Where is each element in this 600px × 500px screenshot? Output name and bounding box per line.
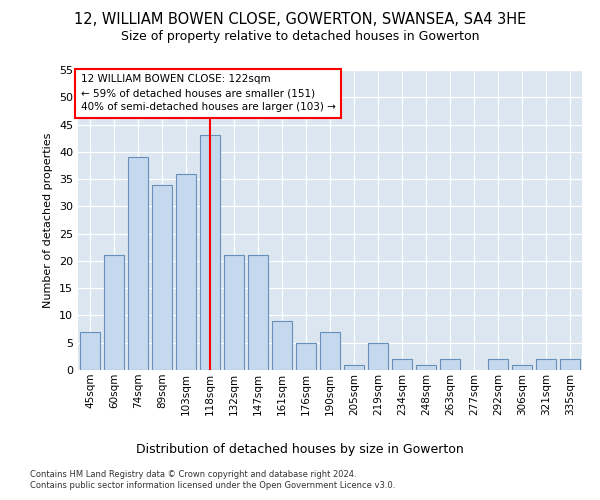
Bar (512, 364, 532, 370)
Text: 12, WILLIAM BOWEN CLOSE, GOWERTON, SWANSEA, SA4 3HE: 12, WILLIAM BOWEN CLOSE, GOWERTON, SWANS… (74, 12, 526, 28)
Bar (224, 256, 244, 370)
Bar (104, 256, 124, 370)
Bar (440, 359, 460, 370)
Bar (80, 332, 100, 370)
Bar (176, 174, 196, 370)
Y-axis label: Number of detached properties: Number of detached properties (43, 132, 53, 308)
Bar (152, 184, 172, 370)
Text: Contains public sector information licensed under the Open Government Licence v3: Contains public sector information licen… (30, 482, 395, 490)
Bar (560, 359, 580, 370)
Bar (248, 256, 268, 370)
Bar (344, 364, 364, 370)
Bar (296, 342, 316, 370)
Bar (200, 136, 220, 370)
Text: Size of property relative to detached houses in Gowerton: Size of property relative to detached ho… (121, 30, 479, 43)
Text: Distribution of detached houses by size in Gowerton: Distribution of detached houses by size … (136, 442, 464, 456)
Bar (392, 359, 412, 370)
Bar (368, 342, 388, 370)
Bar (416, 364, 436, 370)
Bar (272, 321, 292, 370)
Text: Contains HM Land Registry data © Crown copyright and database right 2024.: Contains HM Land Registry data © Crown c… (30, 470, 356, 479)
Bar (488, 359, 508, 370)
Bar (320, 332, 340, 370)
Text: 12 WILLIAM BOWEN CLOSE: 122sqm
← 59% of detached houses are smaller (151)
40% of: 12 WILLIAM BOWEN CLOSE: 122sqm ← 59% of … (80, 74, 335, 112)
Bar (128, 158, 148, 370)
Bar (536, 359, 556, 370)
